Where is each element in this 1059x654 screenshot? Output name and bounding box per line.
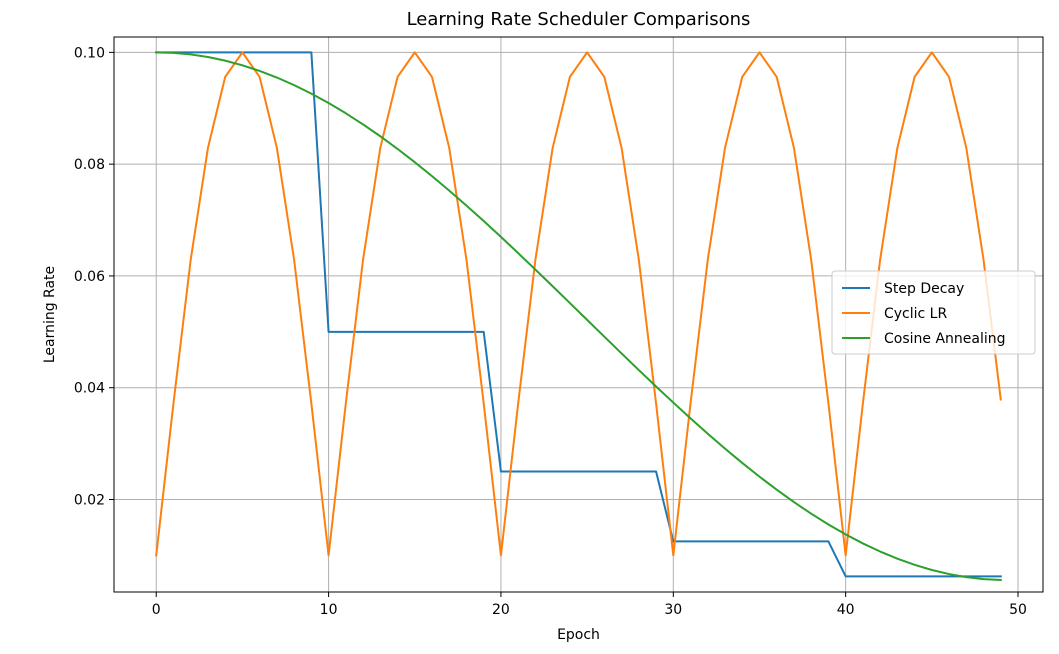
plot-frame [113, 36, 1044, 593]
series-line-cosine-annealing [155, 51, 1002, 582]
y-tick-label: 0.10 [74, 45, 105, 61]
x-tick-label: 30 [664, 602, 682, 618]
series-layer [155, 51, 1002, 582]
y-tick-label: 0.02 [74, 493, 105, 509]
legend-box [831, 270, 1036, 355]
series-line-cyclic-lr [155, 51, 1002, 557]
legend: Step Decay Cyclic LR Cosine Annealing [831, 270, 1036, 355]
x-tick-label: 20 [492, 602, 510, 618]
chart-title: Learning Rate Scheduler Comparisons [407, 9, 751, 30]
grid-layer [114, 37, 1043, 592]
y-tick-label: 0.06 [74, 269, 105, 285]
x-tick-label: 40 [837, 602, 855, 618]
legend-label: Cosine Annealing [884, 331, 1006, 347]
y-tick-label: 0.04 [74, 381, 105, 397]
legend-label: Cyclic LR [884, 306, 947, 322]
x-tick-label: 0 [152, 602, 161, 618]
x-axis-label: Epoch [557, 627, 600, 643]
x-tick-label: 50 [1009, 602, 1027, 618]
y-tick-label: 0.08 [74, 157, 105, 173]
tick-layer: 0 10 20 30 40 50 0.02 0.04 0.06 0.08 0.10 [74, 45, 1027, 618]
legend-label: Step Decay [884, 281, 964, 297]
y-axis-label: Learning Rate [42, 266, 58, 363]
series-line-step-decay [155, 51, 1002, 578]
x-tick-label: 10 [320, 602, 338, 618]
